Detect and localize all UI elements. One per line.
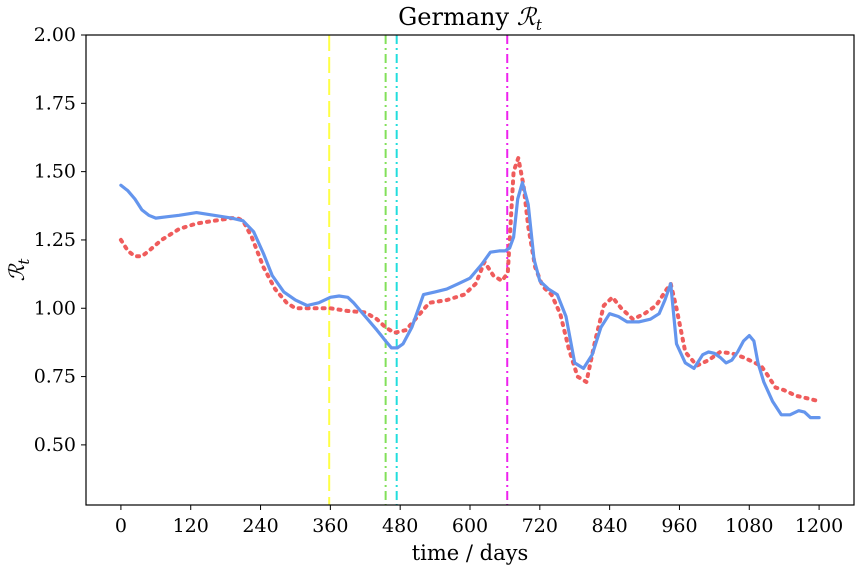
x-tick-label: 120 [173,515,209,537]
x-tick-label: 0 [115,515,127,537]
chart-title: Germany ℛt [398,3,543,34]
x-tick-label: 960 [661,515,697,537]
y-tick-label: 2.00 [34,24,76,46]
x-tick-label: 720 [522,515,558,537]
x-tick-label: 240 [242,515,278,537]
y-tick-label: 1.75 [34,92,76,114]
y-axis: 0.50 0.75 1.00 1.25 1.50 1.75 2.00 [34,24,86,456]
y-tick-label: 1.00 [34,297,76,319]
series-line-0 [119,181,821,420]
series-line-1 [118,156,822,404]
x-tick-label: 840 [592,515,628,537]
y-axis-label: ℛt [5,258,33,282]
y-tick-label: 0.50 [34,434,76,456]
x-axis-label: time / days [412,541,529,565]
x-axis: 0 120 240 360 480 600 720 840 960 1080 1200 [115,505,843,537]
series-group [118,156,822,420]
y-tick-label: 1.25 [34,229,76,251]
x-tick-label: 1200 [795,515,843,537]
y-tick-label: 0.75 [34,366,76,388]
x-tick-label: 600 [452,515,488,537]
x-tick-label: 480 [382,515,418,537]
x-tick-label: 360 [312,515,348,537]
y-tick-label: 1.50 [34,161,76,183]
x-tick-label: 1080 [725,515,773,537]
